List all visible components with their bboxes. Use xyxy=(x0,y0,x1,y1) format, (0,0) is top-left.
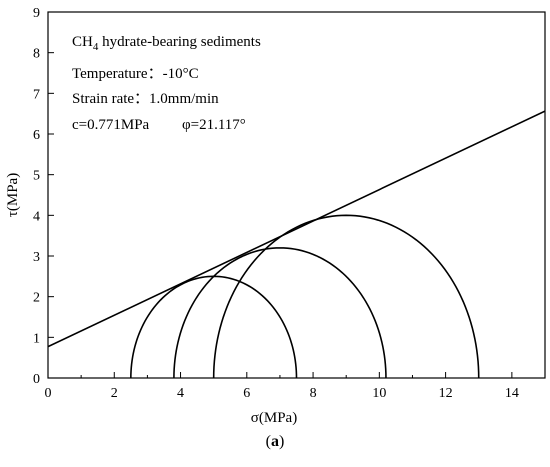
y-tick-label: 2 xyxy=(33,291,40,306)
mohr-circle-2 xyxy=(173,247,387,378)
annotation-friction-angle: φ=21.117° xyxy=(182,117,246,133)
annotation-material: CH4 hydrate-bearing sediments xyxy=(72,34,261,53)
y-axis-ticks: 0 1 2 3 4 5 6 7 8 9 xyxy=(33,6,54,387)
y-tick-label: 6 xyxy=(33,128,40,143)
x-tick-label: 2 xyxy=(111,386,118,401)
y-tick-label: 3 xyxy=(33,250,40,265)
mohr-circle-3 xyxy=(212,214,480,378)
failure-envelope-line xyxy=(48,110,545,348)
figure-caption: (a) xyxy=(266,433,285,450)
annotation-strain-rate: Strain rate：1.0mm/min xyxy=(72,91,219,107)
chart-marks xyxy=(48,110,545,378)
x-tick-label: 14 xyxy=(505,386,519,401)
y-tick-label: 0 xyxy=(33,372,40,387)
x-axis-title: σ(MPa) xyxy=(251,410,297,426)
y-tick-label: 1 xyxy=(33,331,40,346)
x-tick-label: 4 xyxy=(177,386,184,401)
y-tick-label: 4 xyxy=(33,209,40,224)
x-tick-label: 10 xyxy=(372,386,386,401)
x-tick-label: 8 xyxy=(310,386,317,401)
y-tick-label: 7 xyxy=(33,87,40,102)
x-tick-label: 0 xyxy=(45,386,52,401)
x-axis-ticks: 0 2 4 6 8 10 12 14 xyxy=(45,372,519,401)
x-tick-label: 6 xyxy=(243,386,250,401)
y-tick-label: 5 xyxy=(33,169,40,184)
y-axis-title: τ(MPa) xyxy=(5,173,21,217)
y-tick-label: 8 xyxy=(33,47,40,62)
annotation-cohesion: c=0.771MPa xyxy=(72,117,150,133)
y-tick-label: 9 xyxy=(33,6,40,21)
annotation-temperature: Temperature：-10°C xyxy=(72,66,199,82)
x-tick-label: 12 xyxy=(439,386,453,401)
